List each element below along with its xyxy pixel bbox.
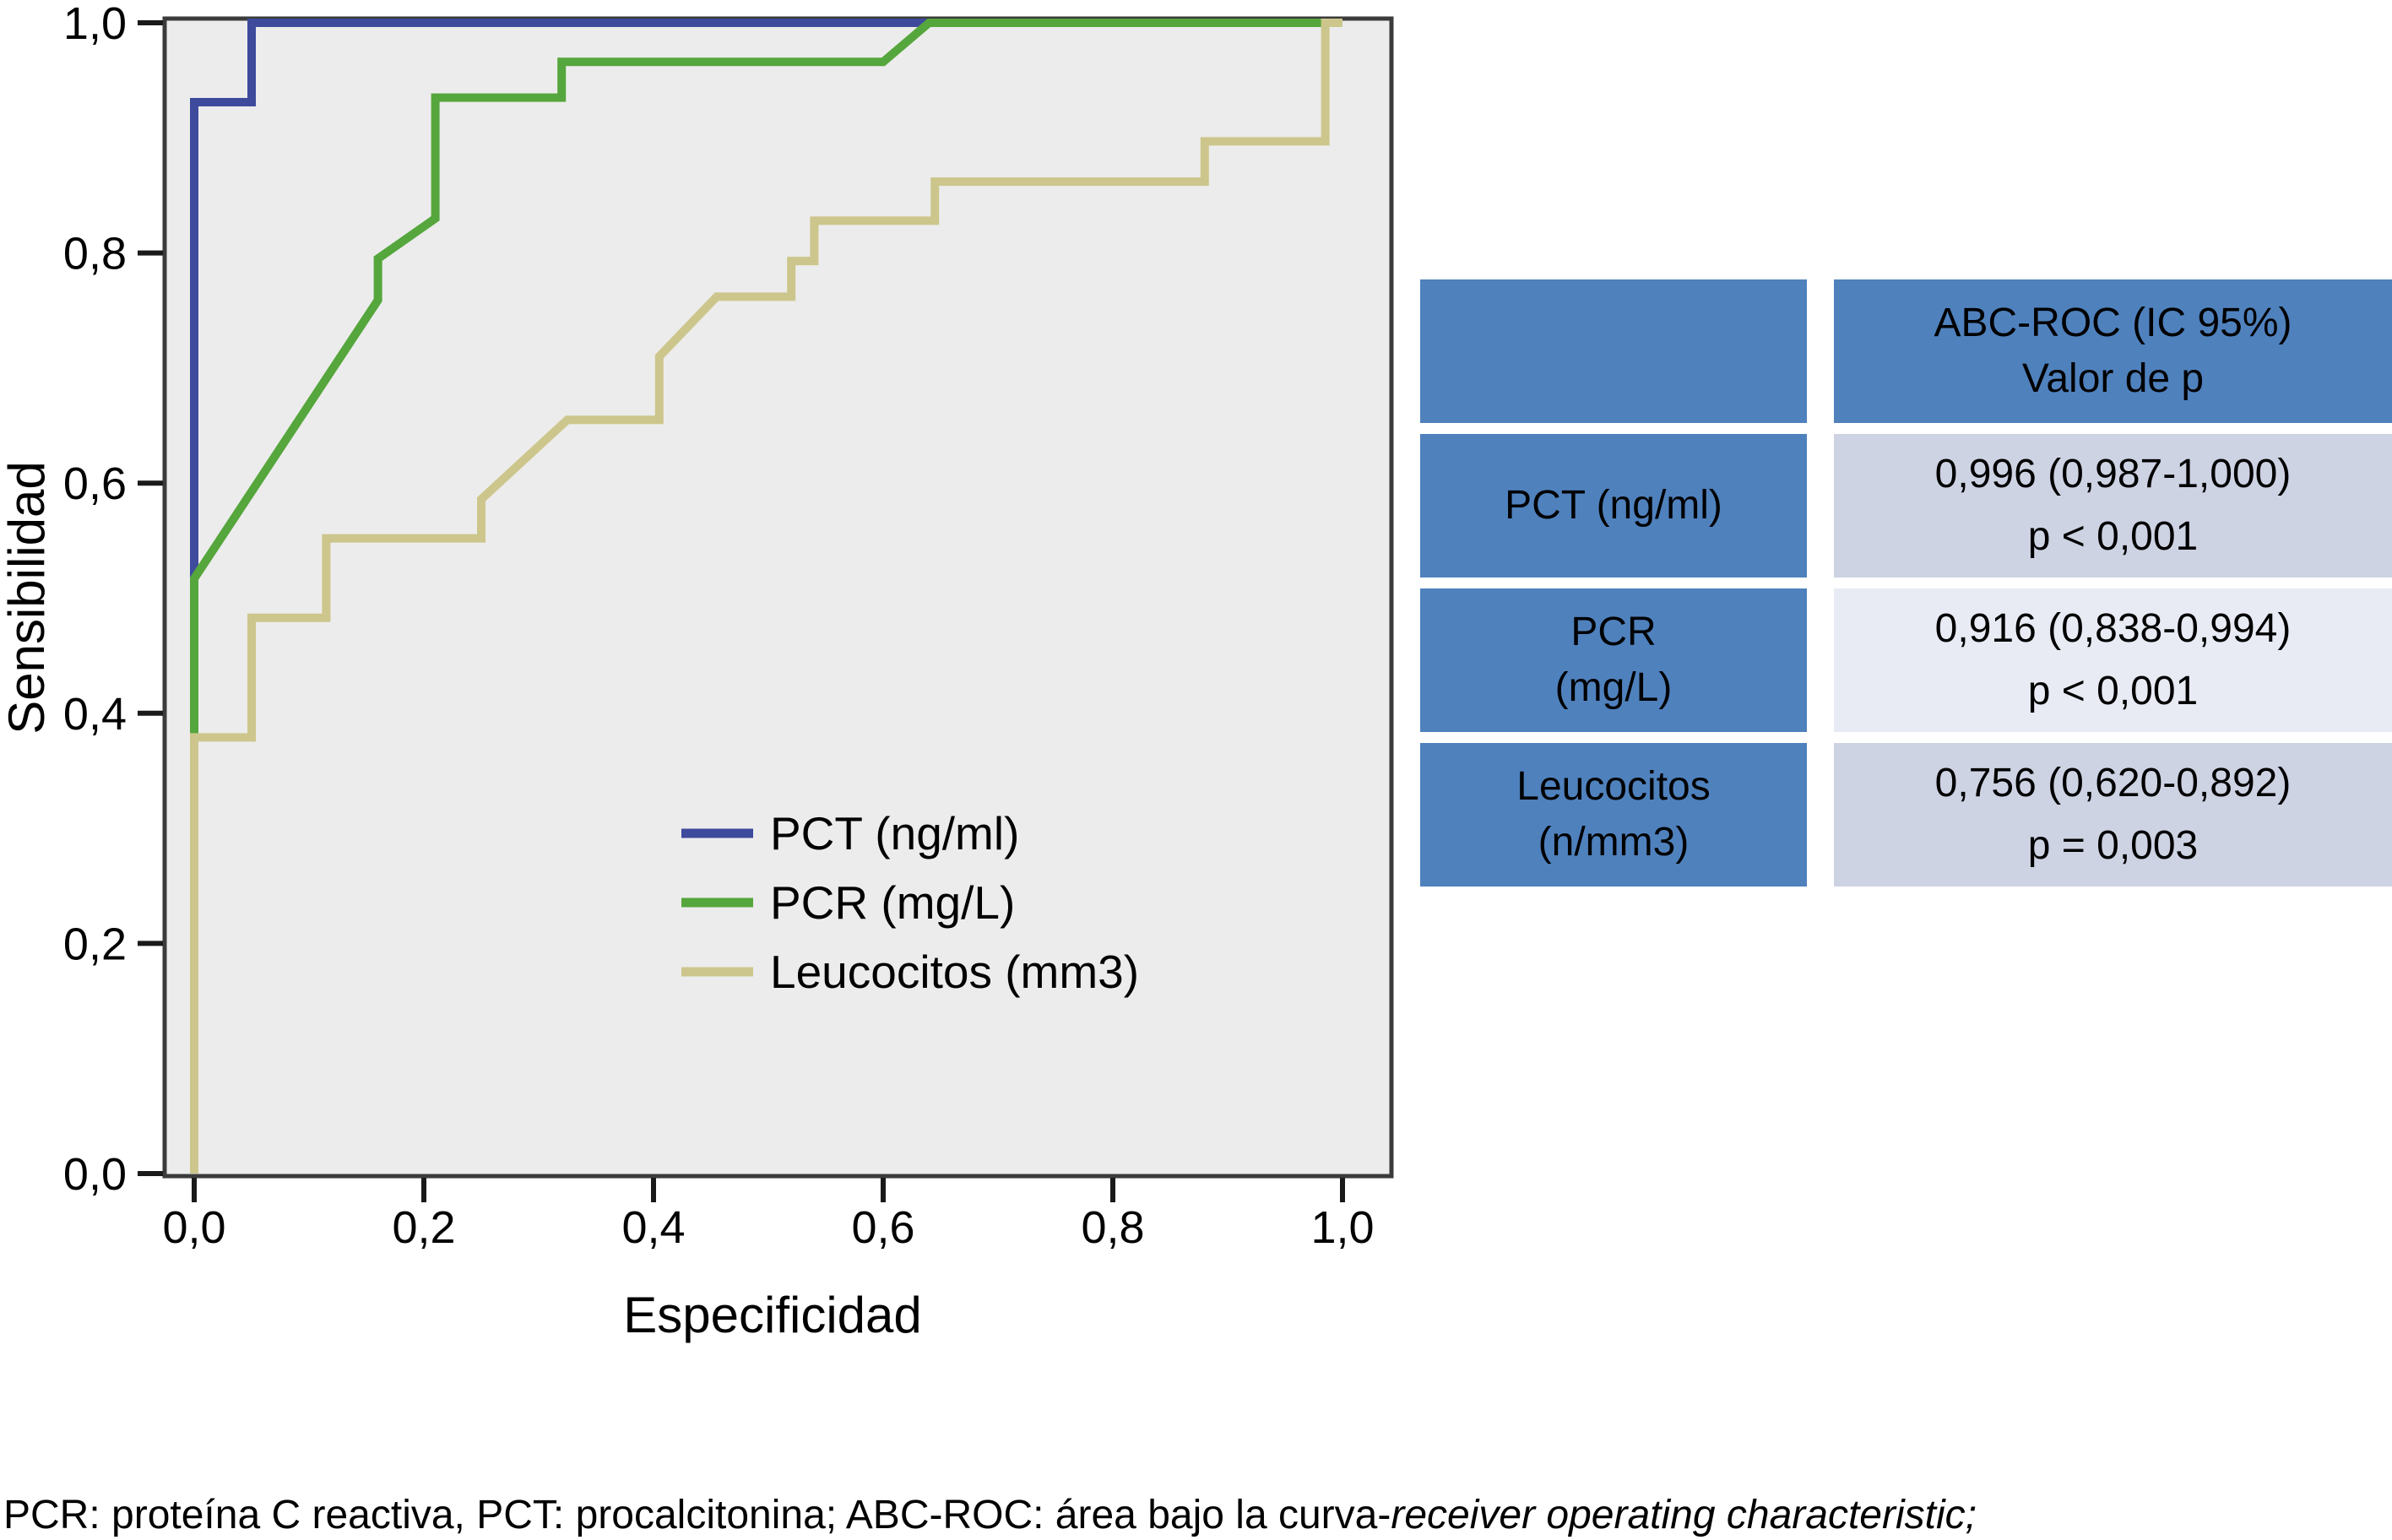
footnote-line1: PCR: proteína C reactiva, PCT: procalcit… <box>3 1491 2058 1540</box>
roc-chart: 0,0 0,2 0,4 0,6 0,8 1,0 0,0 0,2 0,4 0,6 0,8 1,0 PCT… <box>0 0 1394 1343</box>
y-axis-title: Sensibilidad <box>0 461 55 735</box>
roc-curve-pcr <box>190 19 1342 1174</box>
x-tick-label: 0,4 <box>621 1202 685 1253</box>
roc-curves <box>190 19 1342 1174</box>
axis-ticks: 0,0 0,2 0,4 0,6 0,8 1,0 0,0 0,2 0,4 0,6 0,8 1,0 <box>63 0 1375 1253</box>
table-header-line2: Valor de p <box>2021 356 2205 401</box>
x-tick-label: 0,6 <box>851 1202 914 1253</box>
x-tick-label: 0,0 <box>162 1202 225 1253</box>
row-value-p: p < 0,001 <box>2027 514 2199 559</box>
legend-label: PCT (ng/ml) <box>770 807 1019 859</box>
row-label-text: PCT (ng/ml) <box>1505 483 1722 528</box>
x-tick-label: 1,0 <box>1310 1202 1374 1253</box>
table-row-label-pcr: PCR (mg/L) <box>1420 588 1807 732</box>
row-value-p: p < 0,001 <box>2027 669 2199 713</box>
legend-label: Leucocitos (mm3) <box>770 946 1139 998</box>
plot-area <box>162 16 1394 1179</box>
figure-footnotes: PCR: proteína C reactiva, PCT: procalcit… <box>3 1393 2058 1540</box>
table-header-value-cell: ABC-ROC (IC 95%) Valor de p <box>1834 279 2392 423</box>
y-tick-label: 0,8 <box>63 229 127 279</box>
auc-results-table: ABC-ROC (IC 95%) Valor de p PCT (ng/ml) … <box>1420 279 2392 887</box>
table-row-value-pcr: 0,916 (0,838-0,994) p < 0,001 <box>1834 588 2392 732</box>
legend-label: PCR (mg/L) <box>770 876 1015 929</box>
row-value-auc: 0,756 (0,620-0,892) <box>1934 761 2292 805</box>
footnote-line1-normal: PCR: proteína C reactiva, PCT: procalcit… <box>3 1493 1391 1537</box>
roc-curve-leucocitos <box>190 19 1342 1174</box>
table-row-label-leucocitos: Leucocitos (n/mm3) <box>1420 743 1807 887</box>
roc-curve-pct <box>190 19 1342 1174</box>
table-row-value-pct: 0,996 (0,987-1,000) p < 0,001 <box>1834 434 2392 578</box>
footnote-line1-italic: receiver operating characteristic; <box>1391 1493 1977 1537</box>
y-tick-label: 0,2 <box>63 919 127 969</box>
table-header-line1: ABC-ROC (IC 95%) <box>1934 301 2292 345</box>
row-label-unit: (mg/L) <box>1554 665 1673 710</box>
y-tick-label: 0,4 <box>63 689 127 740</box>
row-value-auc: 0,996 (0,987-1,000) <box>1934 452 2292 496</box>
row-label-text: Leucocitos <box>1516 764 1711 809</box>
table-row-label-pct: PCT (ng/ml) <box>1420 434 1807 578</box>
row-label-unit: (n/mm3) <box>1538 820 1690 865</box>
row-label-text: PCR <box>1570 610 1657 654</box>
chart-legend: PCT (ng/ml) PCR (mg/L) Leucocitos (mm3) <box>681 807 1139 998</box>
y-tick-label: 1,0 <box>63 0 127 49</box>
table-header-empty-cell <box>1420 279 1807 423</box>
x-tick-label: 0,2 <box>392 1202 455 1253</box>
x-tick-label: 0,8 <box>1081 1202 1144 1253</box>
row-value-auc: 0,916 (0,838-0,994) <box>1934 606 2292 651</box>
y-tick-label: 0,0 <box>63 1149 127 1200</box>
x-axis-title: Especificidad <box>623 1287 922 1343</box>
y-tick-label: 0,6 <box>63 458 127 509</box>
row-value-p: p = 0,003 <box>2027 823 2199 868</box>
table-row-value-leucocitos: 0,756 (0,620-0,892) p = 0,003 <box>1834 743 2392 887</box>
